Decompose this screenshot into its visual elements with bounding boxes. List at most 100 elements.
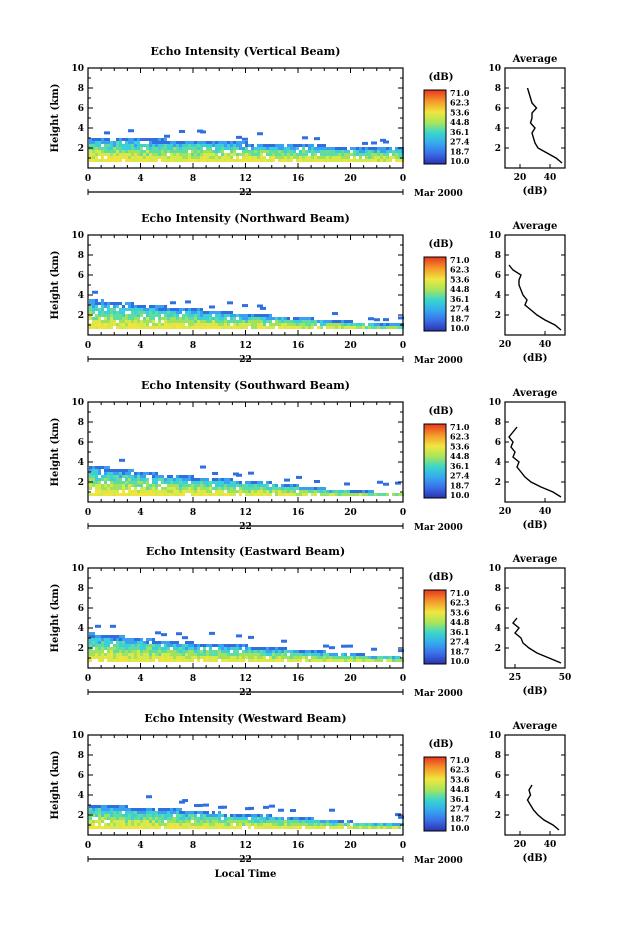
echo-cell (167, 308, 170, 311)
echo-cell (233, 659, 236, 662)
echo-cell (206, 814, 209, 817)
echo-cell (152, 320, 155, 323)
echo-cell (230, 311, 233, 314)
echo-cell (320, 659, 323, 662)
echo-cell (101, 656, 104, 659)
echo-cell (248, 820, 251, 823)
echo-cell (365, 490, 368, 493)
echo-cell (275, 323, 278, 326)
echo-cell (302, 656, 305, 659)
y-tick-label: 2 (78, 811, 84, 821)
echo-cell (374, 826, 377, 829)
echo-cell (158, 478, 161, 481)
echo-cell (113, 159, 116, 162)
echo-cell (251, 653, 254, 656)
echo-cell (242, 817, 245, 820)
echo-cell (122, 641, 125, 644)
echo-cell (269, 320, 272, 323)
colorbar-unit: (dB) (429, 72, 454, 83)
echo-cell (164, 808, 167, 811)
echo-cell (107, 153, 110, 156)
echo-fragment (227, 301, 233, 305)
echo-cell (200, 478, 203, 481)
echo-cell (221, 647, 224, 650)
echo-cell (326, 659, 329, 662)
echo-cell (137, 826, 140, 829)
echo-cell (173, 481, 176, 484)
echo-cell (131, 326, 134, 329)
echo-cell (230, 659, 233, 662)
x-tick-label: 8 (190, 841, 196, 851)
echo-cell (137, 314, 140, 317)
echo-cell (197, 659, 200, 662)
y-tick-label: 6 (78, 771, 84, 781)
echo-cell (290, 820, 293, 823)
echo-cell (134, 484, 137, 487)
echo-cell (116, 153, 119, 156)
echo-cell (119, 147, 122, 150)
echo-cell (167, 820, 170, 823)
echo-cell (146, 641, 149, 644)
echo-cell (314, 156, 317, 159)
echo-cell (143, 490, 146, 493)
echo-cell (179, 826, 182, 829)
echo-cell (251, 817, 254, 820)
echo-cell (239, 817, 242, 820)
echo-cell (371, 326, 374, 329)
echo-cell (185, 159, 188, 162)
echo-cell (116, 493, 119, 496)
echo-cell (299, 150, 302, 153)
echo-cell (371, 150, 374, 153)
echo-cell (194, 490, 197, 493)
echo-cell (188, 153, 191, 156)
echo-cell (284, 156, 287, 159)
echo-cell (212, 150, 215, 153)
echo-cell (353, 493, 356, 496)
echo-cell (179, 490, 182, 493)
echo-cell (218, 320, 221, 323)
echo-cell (152, 308, 155, 311)
echo-cell (242, 820, 245, 823)
echo-cell (185, 490, 188, 493)
echo-cell (107, 475, 110, 478)
echo-cell (335, 156, 338, 159)
echo-cell (209, 153, 212, 156)
echo-cell (296, 320, 299, 323)
echo-cell (380, 823, 383, 826)
echo-cell (89, 326, 92, 329)
echo-cell (143, 811, 146, 814)
colorbar-level: 71.0 (450, 422, 470, 432)
echo-cell (233, 317, 236, 320)
x-tick-label: 8 (190, 174, 196, 184)
echo-cell (176, 314, 179, 317)
echo-cell (302, 326, 305, 329)
echo-cell (131, 823, 134, 826)
echo-cell (230, 820, 233, 823)
echo-cell (116, 647, 119, 650)
echo-cell (269, 326, 272, 329)
echo-cell (182, 308, 185, 311)
echo-cell (230, 326, 233, 329)
echo-cell (386, 159, 389, 162)
echo-cell (215, 820, 218, 823)
echo-cell (200, 326, 203, 329)
echo-cell (191, 659, 194, 662)
echo-cell (317, 159, 320, 162)
echo-cell (359, 653, 362, 656)
echo-cell (254, 659, 257, 662)
profile-x-tick-label: 25 (509, 673, 522, 683)
echo-cell (203, 826, 206, 829)
echo-cell (107, 823, 110, 826)
echo-cell (122, 156, 125, 159)
echo-cell (92, 472, 95, 475)
echo-cell (239, 493, 242, 496)
echo-cell (290, 326, 293, 329)
date-label: Mar 2000 (414, 523, 463, 533)
echo-cell (125, 826, 128, 829)
echo-cell (167, 326, 170, 329)
echo-cell (224, 311, 227, 314)
echo-cell (113, 817, 116, 820)
echo-cell (185, 156, 188, 159)
